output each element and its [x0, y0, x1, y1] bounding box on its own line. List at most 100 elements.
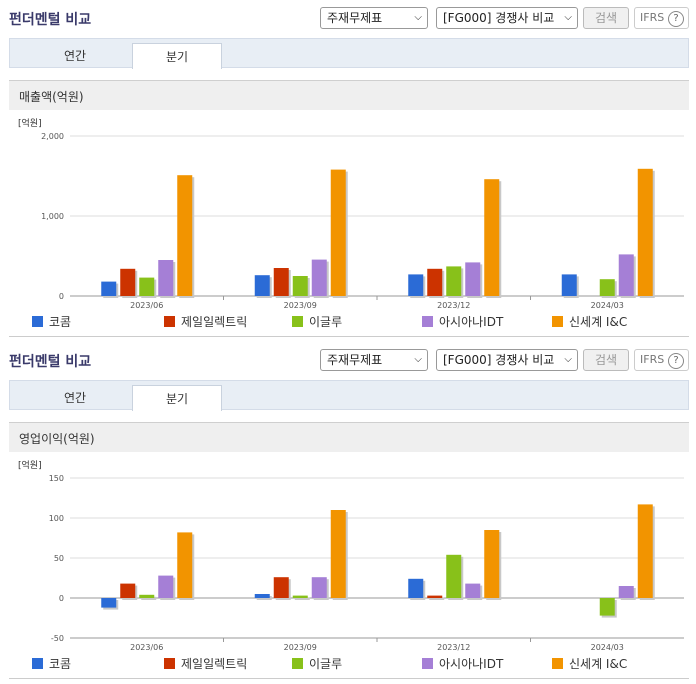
chevron-down-icon: ⌵ [564, 12, 572, 23]
bar[interactable] [158, 260, 174, 296]
x-tick-label: 2023/06 [130, 643, 163, 652]
x-tick-label: 2023/06 [130, 301, 163, 310]
fundamental-panel-revenue: 펀더멘털 비교 주재무제표 ⌵ [FG000] 경쟁사 비교 ⌵ 검색 IFRS… [0, 0, 696, 337]
bar[interactable] [139, 594, 155, 598]
legend-label[interactable]: 코콤 [49, 315, 71, 329]
legend-label[interactable]: 코콤 [49, 657, 71, 671]
x-tick-label: 2023/09 [284, 301, 317, 310]
bar[interactable] [273, 268, 289, 296]
legend-label[interactable]: 이글루 [309, 657, 342, 671]
legend-label[interactable]: 신세계 I&C [569, 315, 627, 329]
x-tick-label: 2024/03 [591, 301, 624, 310]
tab-quarterly[interactable]: 분기 [132, 43, 222, 69]
bar[interactable] [101, 598, 117, 608]
y-tick-label: 1,000 [41, 212, 64, 221]
divider [9, 336, 689, 337]
peer-group-value: [FG000] 경쟁사 비교 [443, 353, 555, 367]
help-icon[interactable]: ? [668, 353, 684, 369]
chevron-down-icon: ⌵ [414, 12, 422, 23]
bar[interactable] [254, 275, 270, 296]
divider [9, 678, 689, 679]
peer-group-select[interactable]: [FG000] 경쟁사 비교 ⌵ [436, 7, 578, 29]
bar-chart: [억원] 0 1,000 2,000 2023/06 2023/09 2023/12 2024… [18, 117, 684, 329]
help-icon[interactable]: ? [668, 11, 684, 27]
bar[interactable] [101, 281, 117, 296]
panel-title: 펀더멘털 비교 [9, 12, 92, 28]
bar[interactable] [120, 268, 136, 296]
bar[interactable] [484, 530, 500, 598]
period-tabs: 연간 분기 [9, 38, 689, 69]
y-axis-unit: [억원] [18, 459, 42, 471]
search-button[interactable]: 검색 [583, 349, 629, 371]
bar[interactable] [446, 554, 462, 598]
tab-quarterly[interactable]: 분기 [132, 385, 222, 411]
legend-label[interactable]: 제일일렉트릭 [181, 657, 247, 671]
y-axis-unit: [억원] [18, 117, 42, 129]
ifrs-button[interactable]: IFRS ? [634, 349, 689, 371]
y-tick-label: 2,000 [41, 132, 64, 141]
search-button[interactable]: 검색 [583, 7, 629, 29]
bar[interactable] [484, 179, 500, 296]
bar[interactable] [427, 595, 443, 598]
bar[interactable] [177, 532, 193, 598]
bar[interactable] [408, 578, 424, 598]
bar[interactable] [637, 504, 653, 598]
panel-header: 펀더멘털 비교 주재무제표 ⌵ [FG000] 경쟁사 비교 ⌵ 검색 IFRS… [0, 0, 696, 32]
legend-label[interactable]: 아시아나IDT [439, 657, 504, 671]
tab-annual[interactable]: 연간 [63, 391, 87, 405]
bar[interactable] [427, 268, 443, 296]
bar[interactable] [177, 175, 193, 296]
bar[interactable] [599, 279, 615, 296]
ifrs-label: IFRS [640, 11, 665, 24]
legend-label[interactable]: 신세계 I&C [569, 657, 627, 671]
panel-header: 펀더멘털 비교 주재무제표 ⌵ [FG000] 경쟁사 비교 ⌵ 검색 IFRS… [0, 342, 696, 374]
bar[interactable] [408, 274, 424, 296]
bar[interactable] [292, 276, 308, 296]
bar[interactable] [311, 259, 327, 296]
period-tabs: 연간 분기 [9, 380, 689, 411]
bar[interactable] [637, 168, 653, 296]
bar[interactable] [120, 583, 136, 598]
x-tick-label: 2023/12 [437, 301, 470, 310]
bar[interactable] [292, 595, 308, 598]
legend-swatch [292, 658, 303, 669]
x-tick-label: 2023/09 [284, 643, 317, 652]
legend-swatch [552, 316, 563, 327]
statement-type-select[interactable]: 주재무제표 ⌵ [320, 349, 428, 371]
bar[interactable] [139, 277, 155, 296]
panel-title: 펀더멘털 비교 [9, 354, 92, 370]
bar[interactable] [465, 583, 481, 598]
fundamental-panel-operating-profit: 펀더멘털 비교 주재무제표 ⌵ [FG000] 경쟁사 비교 ⌵ 검색 IFRS… [0, 342, 696, 684]
x-tick-label: 2023/12 [437, 643, 470, 652]
ifrs-label: IFRS [640, 353, 665, 366]
legend-label[interactable]: 아시아나IDT [439, 315, 504, 329]
bar[interactable] [158, 575, 174, 598]
legend-label[interactable]: 이글루 [309, 315, 342, 329]
y-tick-label: 0 [59, 292, 64, 301]
legend-swatch [164, 316, 175, 327]
chevron-down-icon: ⌵ [564, 354, 572, 365]
bar[interactable] [618, 586, 634, 598]
bar[interactable] [446, 266, 462, 296]
legend-swatch [32, 658, 43, 669]
bar[interactable] [599, 598, 615, 616]
legend-label[interactable]: 제일일렉트릭 [181, 315, 247, 329]
bar[interactable] [330, 510, 346, 598]
section-header: 영업이익(억원) [9, 422, 689, 452]
section-header: 매출액(억원) [9, 80, 689, 110]
bar[interactable] [330, 169, 346, 296]
bar[interactable] [311, 577, 327, 598]
statement-type-select[interactable]: 주재무제표 ⌵ [320, 7, 428, 29]
bar[interactable] [465, 262, 481, 296]
bar[interactable] [561, 274, 577, 296]
bar-shadow [294, 597, 310, 600]
bar[interactable] [618, 254, 634, 296]
tab-annual[interactable]: 연간 [63, 49, 87, 63]
chevron-down-icon: ⌵ [414, 354, 422, 365]
ifrs-button[interactable]: IFRS ? [634, 7, 689, 29]
peer-group-value: [FG000] 경쟁사 비교 [443, 11, 555, 25]
peer-group-select[interactable]: [FG000] 경쟁사 비교 ⌵ [436, 349, 578, 371]
bar-chart: [억원] -50 0 50 100 150 2023/06 2023/09 2023/12 202… [18, 459, 684, 671]
bar[interactable] [273, 577, 289, 598]
bar[interactable] [254, 594, 270, 598]
